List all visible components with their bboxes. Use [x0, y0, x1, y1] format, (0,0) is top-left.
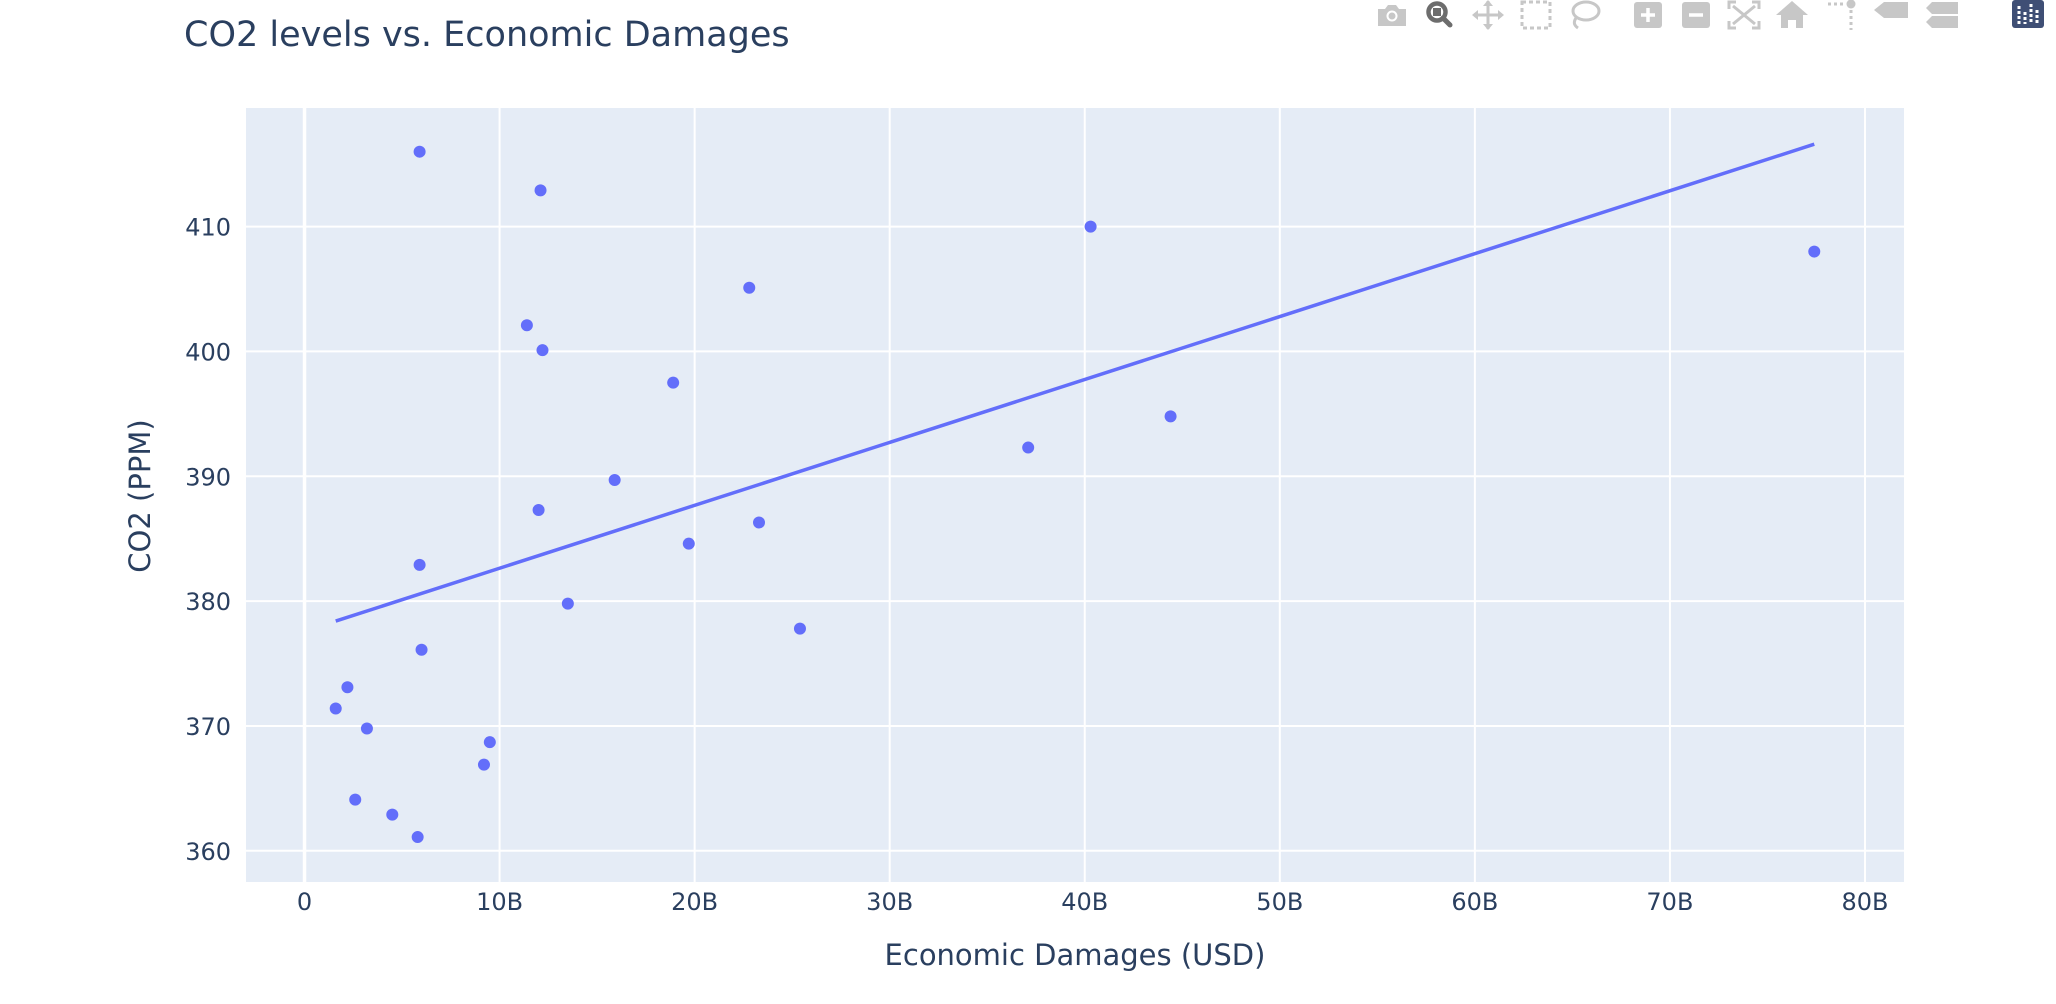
data-point[interactable]: [682, 537, 695, 550]
data-point[interactable]: [349, 793, 362, 806]
data-point[interactable]: [534, 184, 547, 197]
data-point[interactable]: [561, 597, 574, 610]
data-point[interactable]: [753, 516, 766, 529]
box-select-icon[interactable]: [1516, 0, 1556, 30]
data-point[interactable]: [608, 474, 621, 487]
x-tick-label: 60B: [1451, 888, 1498, 916]
data-point[interactable]: [743, 281, 756, 294]
data-point[interactable]: [520, 319, 533, 332]
data-point[interactable]: [667, 376, 680, 389]
spike-lines-icon[interactable]: [1822, 0, 1862, 30]
data-point[interactable]: [483, 736, 496, 749]
data-point[interactable]: [341, 681, 354, 694]
home-icon[interactable]: [1772, 0, 1812, 30]
y-tick-label: 390: [185, 463, 231, 491]
camera-icon[interactable]: [1372, 0, 1412, 30]
x-axis-title: Economic Damages (USD): [885, 938, 1266, 972]
x-tick-label: 30B: [866, 888, 913, 916]
data-point[interactable]: [793, 622, 806, 635]
y-tick-label: 370: [185, 713, 231, 741]
chart-title: CO2 levels vs. Economic Damages: [184, 15, 790, 55]
plotly-logo-icon[interactable]: [2008, 0, 2048, 30]
hover-closest-icon[interactable]: [1872, 0, 1912, 30]
x-tick-label: 20B: [671, 888, 718, 916]
y-axis-title: CO2 (PPM): [123, 419, 157, 572]
autoscale-icon[interactable]: [1724, 0, 1764, 30]
data-point[interactable]: [415, 643, 428, 656]
plot-area[interactable]: [246, 108, 1904, 882]
x-tick-label: 70B: [1646, 888, 1693, 916]
x-tick-label: 40B: [1061, 888, 1108, 916]
zoom-out-icon[interactable]: [1676, 0, 1716, 30]
data-point[interactable]: [532, 503, 545, 516]
data-point[interactable]: [536, 344, 549, 357]
data-point[interactable]: [360, 722, 373, 735]
zoom-icon[interactable]: [1420, 0, 1460, 30]
x-tick-label: 50B: [1256, 888, 1303, 916]
x-tick-label: 80B: [1841, 888, 1888, 916]
y-tick-label: 360: [185, 838, 231, 866]
x-tick-label: 0: [297, 888, 312, 916]
y-tick-label: 400: [185, 338, 231, 366]
y-grid-lines: [246, 225, 1904, 852]
modebar: [1370, 0, 2056, 30]
trendline: [335, 142, 1815, 623]
lasso-select-icon[interactable]: [1564, 0, 1604, 30]
pan-icon[interactable]: [1468, 0, 1508, 30]
x-grid-lines: [302, 108, 1866, 882]
data-points: [329, 145, 1821, 844]
x-tick-label: 10B: [476, 888, 523, 916]
data-point[interactable]: [1022, 441, 1035, 454]
data-point[interactable]: [1808, 245, 1821, 258]
data-point[interactable]: [411, 831, 424, 844]
data-point[interactable]: [1164, 410, 1177, 423]
data-point[interactable]: [477, 758, 490, 771]
x-axis-ticks: 0 10B 20B 30B 40B 50B 60B 70B 80B: [297, 888, 1889, 916]
y-tick-label: 410: [185, 214, 231, 242]
y-tick-label: 380: [185, 588, 231, 616]
trendline-layer: [335, 142, 1815, 623]
data-point[interactable]: [329, 702, 342, 715]
zoom-in-icon[interactable]: [1628, 0, 1668, 30]
data-point[interactable]: [1084, 220, 1097, 233]
data-point[interactable]: [386, 808, 399, 821]
y-axis-ticks: 360 370 380 390 400 410: [185, 214, 231, 866]
data-point[interactable]: [413, 558, 426, 571]
hover-compare-icon[interactable]: [1922, 0, 1962, 30]
plot-background: [246, 108, 1904, 882]
data-point[interactable]: [413, 145, 426, 158]
